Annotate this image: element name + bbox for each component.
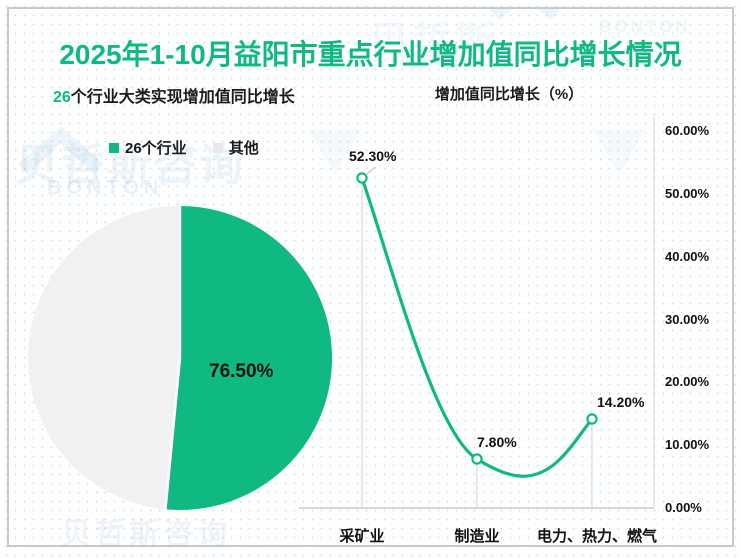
y-tick-0: 0.00%	[665, 500, 702, 515]
watermark-latin-left: BONTON	[47, 177, 164, 199]
legend-swatch-other	[212, 142, 223, 153]
y-tick-50: 50.00%	[665, 186, 710, 201]
x-tick-manufacturing: 制造业	[454, 528, 500, 545]
legend-item-other[interactable]: 其他	[212, 137, 259, 158]
line-series-path	[360, 176, 594, 478]
legend-label-other: 其他	[228, 140, 259, 157]
y-tick-40: 40.00%	[665, 249, 710, 264]
pie-value-label: 76.50%	[209, 361, 274, 382]
x-tick-mining: 采矿业	[339, 528, 385, 545]
pie-subtitle-rest: 个行业大类实现增加值同比增长	[70, 89, 295, 106]
pie-chart: 76.50%	[28, 206, 333, 515]
y-tick-10: 10.00%	[665, 437, 710, 452]
pie-chart-subtitle: 26个行业大类实现增加值同比增长	[53, 83, 295, 107]
data-point-manufacturing[interactable]	[471, 453, 483, 465]
legend-item-26-industries[interactable]: 26个行业	[109, 137, 187, 158]
data-point-mining[interactable]	[356, 172, 368, 184]
data-label-mining: 52.30%	[349, 148, 397, 164]
figure-plate: 贝哲斯咨询 BONTON 贝哲斯咨询 贝哲斯 BONTON 2025年1-10月…	[9, 9, 732, 551]
decorative-frame	[7, 7, 734, 547]
line-chart-subtitle: 增加值同比增长（%）	[434, 86, 584, 103]
leader-line-mining	[365, 166, 376, 176]
y-tick-30: 30.00%	[665, 312, 710, 327]
pie-separator-end	[164, 357, 182, 510]
data-point-power[interactable]	[586, 413, 598, 425]
page-title: 2025年1-10月益阳市重点行业增加值同比增长情况	[59, 39, 682, 70]
y-tick-60: 60.00%	[665, 123, 710, 138]
pie-slice-26-industries[interactable]	[165, 206, 333, 510]
data-label-manufacturing: 7.80%	[477, 434, 517, 450]
pie-subtitle-accent: 26	[53, 89, 71, 106]
y-tick-20: 20.00%	[665, 374, 710, 389]
x-tick-power: 电力、热力、燃气	[536, 528, 658, 545]
legend-label-26-industries: 26个行业	[125, 140, 187, 157]
pie-legend: 26个行业 其他	[109, 137, 259, 158]
legend-swatch-26-industries	[109, 142, 119, 153]
data-label-power: 14.20%	[597, 394, 645, 410]
pie-chart-svg	[28, 206, 333, 510]
